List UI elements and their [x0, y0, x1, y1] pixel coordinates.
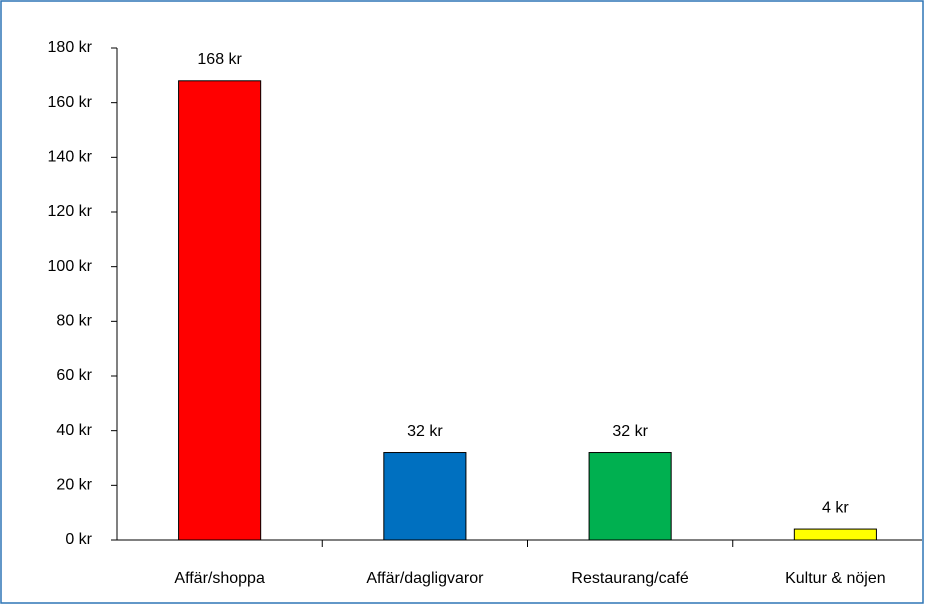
y-tick-label: 160 kr	[48, 94, 93, 111]
x-tick-label: Affär/dagligvaror	[366, 570, 484, 587]
data-label: 168 kr	[197, 51, 242, 68]
y-tick-label: 100 kr	[48, 258, 93, 275]
x-tick-label: Restaurang/café	[571, 570, 689, 587]
data-label: 32 kr	[407, 423, 443, 440]
y-tick-label: 120 kr	[48, 203, 93, 220]
bar	[588, 452, 672, 541]
bar	[793, 528, 877, 541]
data-label: 4 kr	[822, 499, 849, 516]
y-tick-label: 40 kr	[56, 422, 92, 439]
y-tick-label: 140 kr	[48, 149, 93, 166]
y-tick-label: 80 kr	[56, 313, 92, 330]
data-label: 32 kr	[612, 423, 648, 440]
x-tick-label: Affär/shoppa	[174, 570, 265, 587]
y-tick-label: 180 kr	[48, 39, 93, 56]
y-tick-label: 20 kr	[56, 477, 92, 494]
y-tick-label: 60 kr	[56, 367, 92, 384]
bar	[383, 452, 467, 541]
y-tick-label: 0 kr	[65, 531, 92, 548]
x-tick-label: Kultur & nöjen	[785, 570, 886, 587]
bar	[178, 80, 262, 541]
